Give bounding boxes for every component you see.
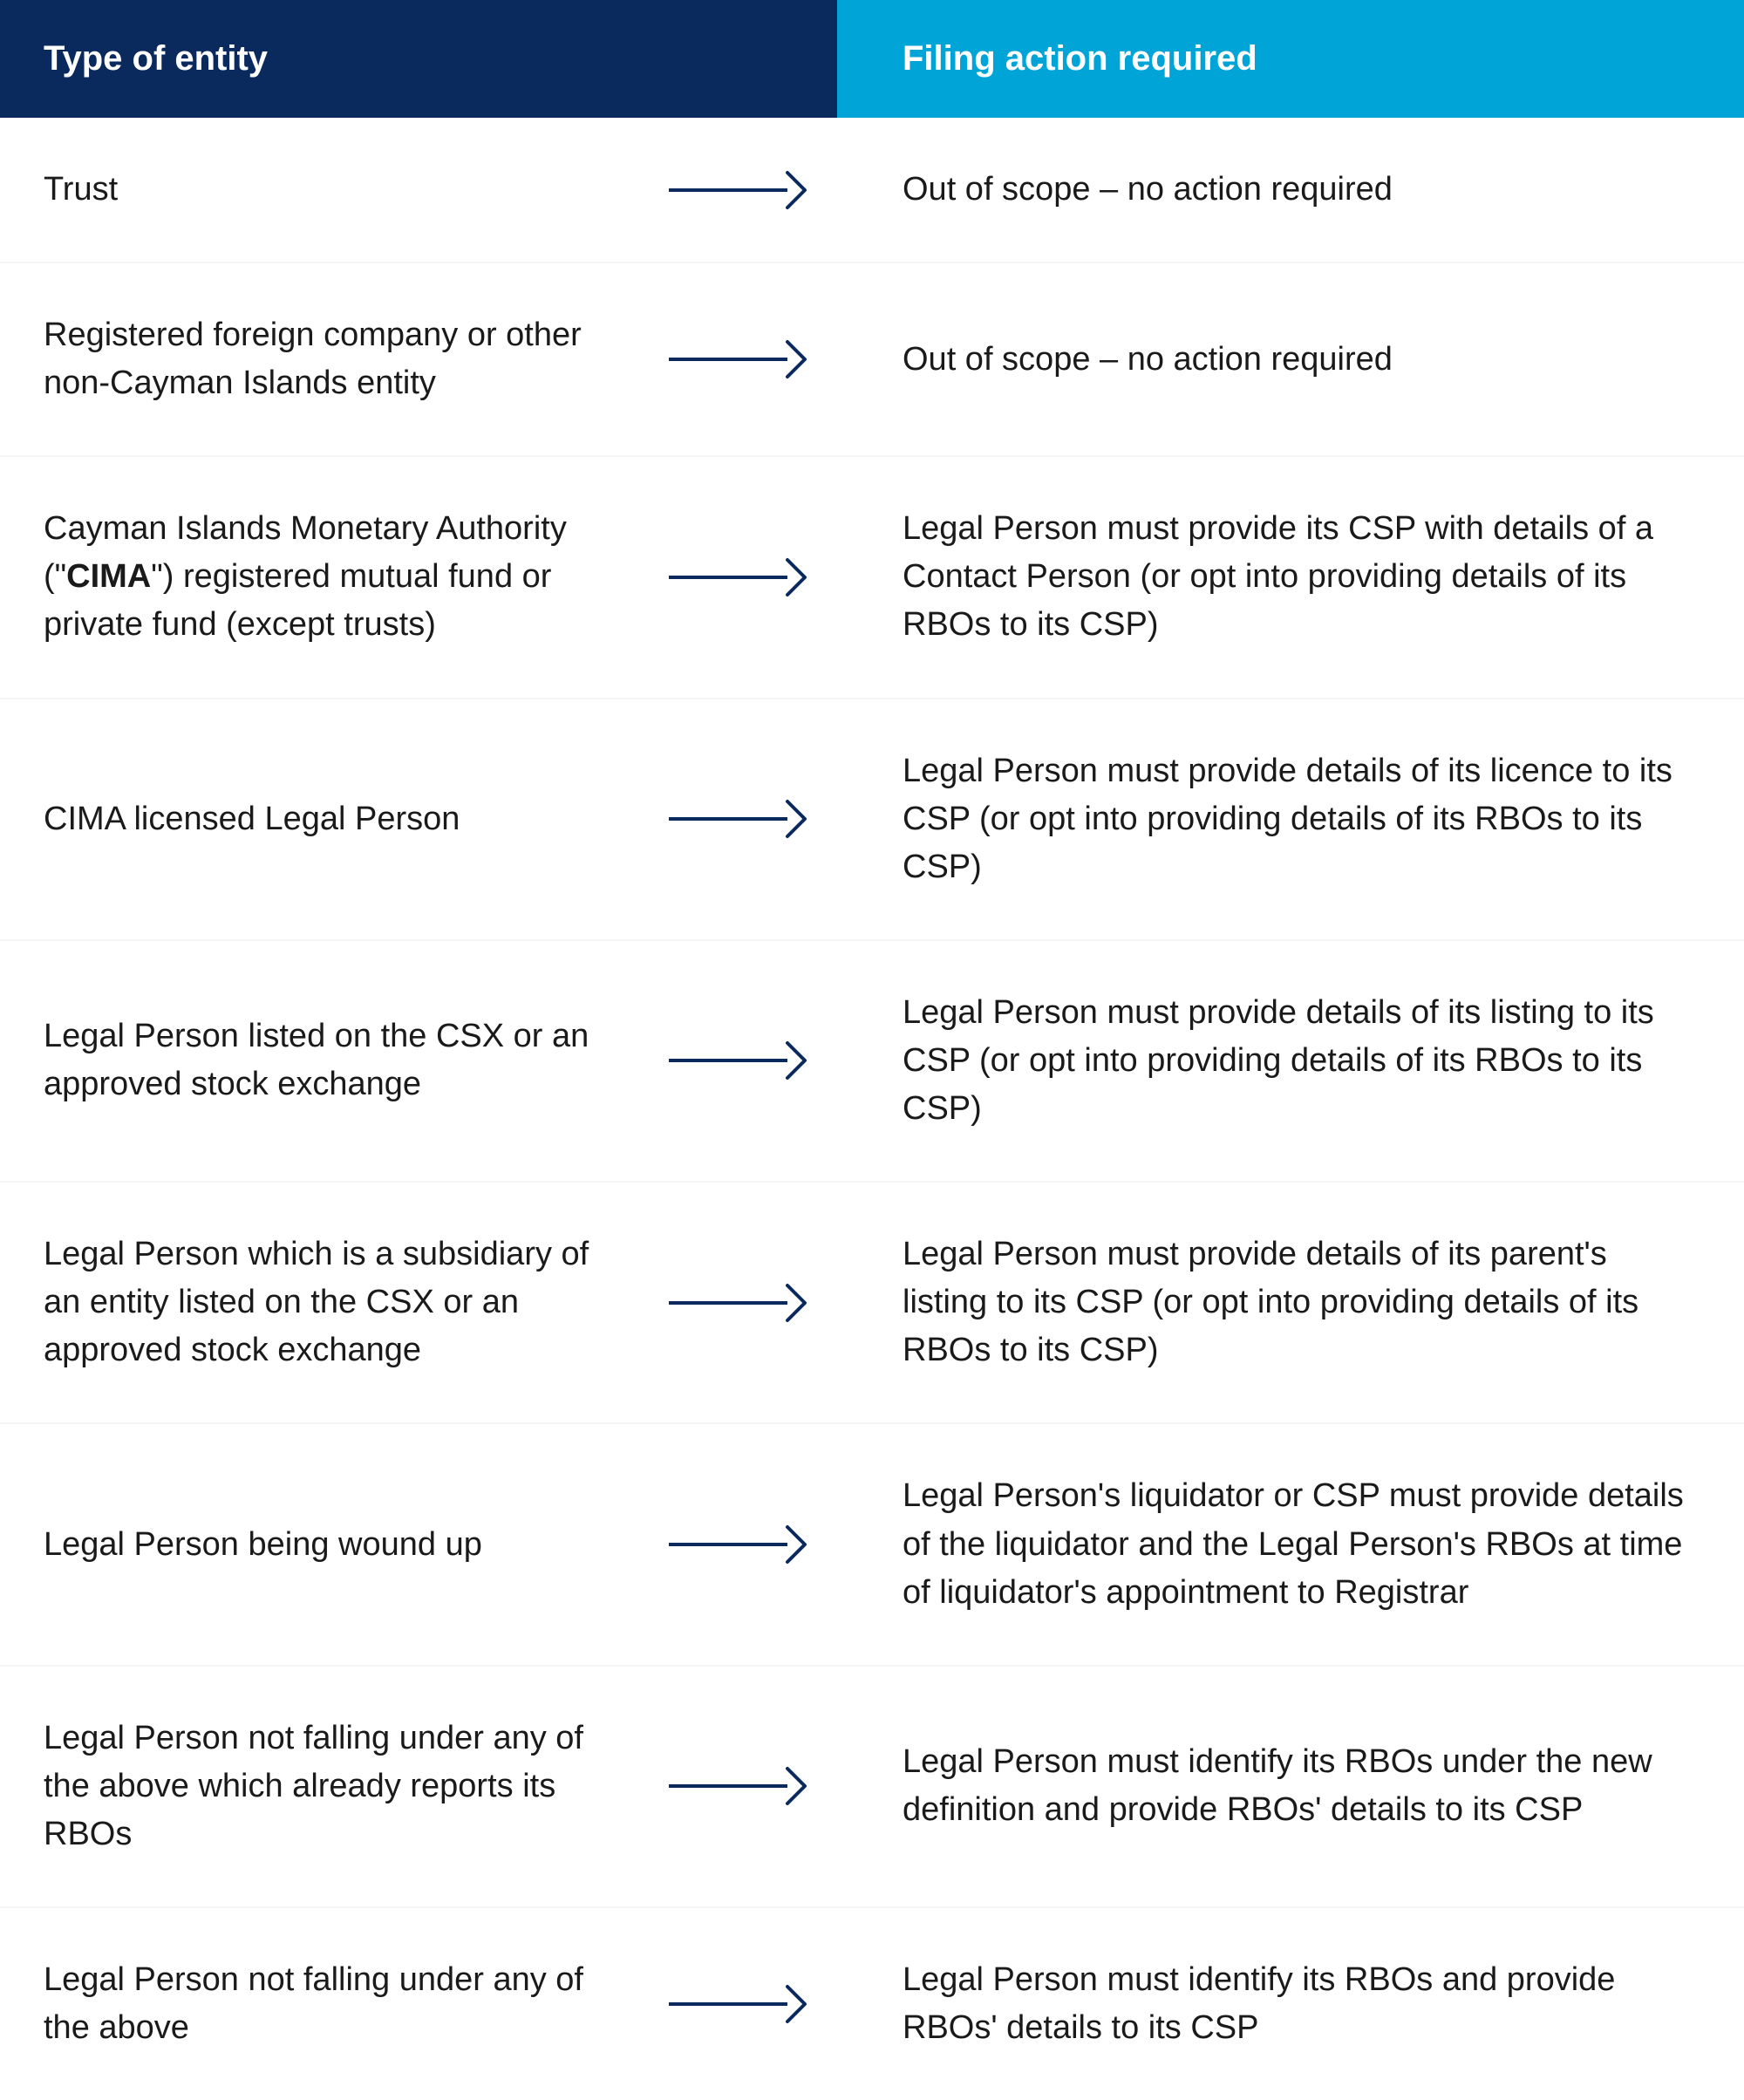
arrow-icon <box>667 798 807 840</box>
arrow-icon <box>667 338 807 380</box>
filing-action-cell: Legal Person must identify its RBOs unde… <box>837 1738 1744 1834</box>
filing-action-cell: Legal Person must provide details of its… <box>837 989 1744 1133</box>
table-row: Trust Out of scope – no action required <box>0 118 1744 263</box>
table-row: Legal Person which is a subsidiary of an… <box>0 1183 1744 1424</box>
arrow-icon <box>667 1765 807 1807</box>
table-row: Legal Person being wound up Legal Person… <box>0 1424 1744 1666</box>
table-header-row: Type of entity Filing action required <box>0 0 1744 118</box>
filing-action-cell: Legal Person must identify its RBOs and … <box>837 1956 1744 2052</box>
filing-action-cell: Out of scope – no action required <box>837 166 1744 214</box>
arrow-icon <box>667 556 807 598</box>
arrow-cell <box>637 1765 837 1807</box>
filing-action-cell: Legal Person's liquidator or CSP must pr… <box>837 1472 1744 1616</box>
arrow-icon <box>667 169 807 211</box>
entity-type-cell: Legal Person not falling under any of th… <box>0 1715 637 1858</box>
entity-type-cell: Legal Person which is a subsidiary of an… <box>0 1231 637 1374</box>
header-filing-action: Filing action required <box>837 0 1744 118</box>
entity-type-cell: Registered foreign company or other non-… <box>0 311 637 407</box>
table-row: Registered foreign company or other non-… <box>0 263 1744 457</box>
table-row: Cayman Islands Monetary Authority ("CIMA… <box>0 457 1744 699</box>
arrow-cell <box>637 798 837 840</box>
arrow-cell <box>637 1040 837 1081</box>
arrow-icon <box>667 1282 807 1324</box>
arrow-icon <box>667 1040 807 1081</box>
table-container: Type of entity Filing action required Tr… <box>0 0 1744 2100</box>
table-row: Legal Person not falling under any of th… <box>0 1908 1744 2100</box>
filing-action-cell: Legal Person must provide details of its… <box>837 1231 1744 1374</box>
arrow-cell <box>637 556 837 598</box>
arrow-cell <box>637 338 837 380</box>
entity-type-cell: Legal Person not falling under any of th… <box>0 1956 637 2052</box>
arrow-cell <box>637 1983 837 2025</box>
filing-action-cell: Out of scope – no action required <box>837 336 1744 384</box>
entity-type-cell: CIMA licensed Legal Person <box>0 795 637 843</box>
arrow-cell <box>637 169 837 211</box>
arrow-icon <box>667 1983 807 2025</box>
arrow-icon <box>667 1524 807 1565</box>
filing-action-cell: Legal Person must provide details of its… <box>837 747 1744 891</box>
entity-type-cell: Legal Person listed on the CSX or an app… <box>0 1012 637 1108</box>
filing-action-cell: Legal Person must provide its CSP with d… <box>837 505 1744 649</box>
table-row: CIMA licensed Legal Person Legal Person … <box>0 699 1744 941</box>
arrow-cell <box>637 1282 837 1324</box>
entity-type-cell: Cayman Islands Monetary Authority ("CIMA… <box>0 505 637 649</box>
table-row: Legal Person listed on the CSX or an app… <box>0 941 1744 1183</box>
table-row: Legal Person not falling under any of th… <box>0 1667 1744 1908</box>
header-type-of-entity: Type of entity <box>0 0 837 118</box>
arrow-cell <box>637 1524 837 1565</box>
entity-type-cell: Legal Person being wound up <box>0 1521 637 1569</box>
table-body: Trust Out of scope – no action required R… <box>0 118 1744 2100</box>
entity-type-cell: Trust <box>0 166 637 214</box>
